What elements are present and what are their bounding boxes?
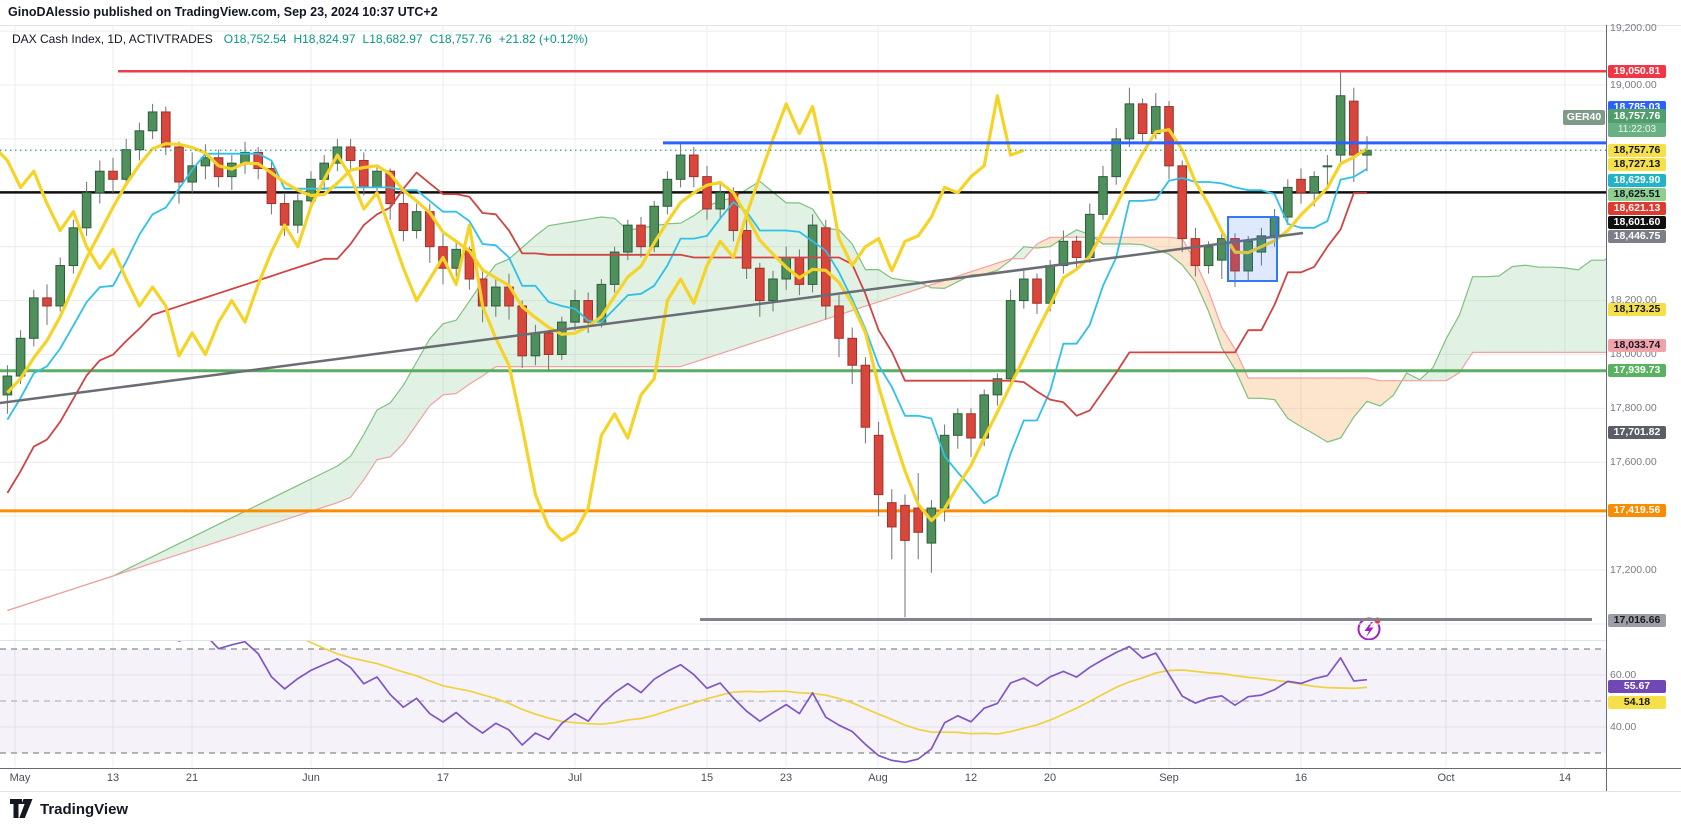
price-badge: 17,939.73 (1608, 364, 1666, 377)
time-axis-label: 12 (964, 772, 978, 784)
price-badge: 18,621.13 (1608, 202, 1666, 215)
price-badge: 19,050.81 (1608, 65, 1666, 78)
legend-high: H18,824.97 (293, 32, 356, 46)
last-price-value: 18,757.76 (1608, 109, 1666, 123)
time-axis-label: 13 (106, 772, 120, 784)
time-axis-label: Jul (567, 772, 583, 784)
price-badge: 17,701.82 (1608, 426, 1666, 439)
price-badge: 18,446.75 (1608, 230, 1666, 243)
price-axis-tick: 19,200.00 (1610, 22, 1657, 34)
legend-change: +21.82 (+0.12%) (498, 32, 589, 46)
price-badge: 17,419.56 (1608, 504, 1666, 517)
price-axis-tick: 17,200.00 (1610, 564, 1657, 576)
legend-symbol-title[interactable]: DAX Cash Index, 1D, ACTIVTRADES (12, 32, 213, 46)
price-scale-border (1606, 25, 1607, 791)
time-axis-label: 15 (700, 772, 714, 784)
legend-low: L18,682.97 (362, 32, 423, 46)
price-axis-tick: 40.00 (1610, 721, 1637, 733)
last-price-badge: 18,757.76 11:22:03 (1608, 109, 1666, 137)
symbol-legend[interactable]: DAX Cash Index, 1D, ACTIVTRADES O18,752.5… (12, 32, 588, 46)
frame-bottom-divider (0, 791, 1681, 792)
tradingview-brand-text: TradingView (40, 800, 129, 818)
time-axis-border (0, 768, 1681, 769)
price-badge: 18,173.25 (1608, 303, 1666, 316)
publisher-attribution: GinoDAlessio published on TradingView.co… (8, 5, 438, 19)
frame-top-divider (0, 25, 1681, 26)
price-badge: 55.67 (1608, 680, 1666, 693)
time-axis-label: Jun (302, 772, 320, 784)
pane-divider[interactable] (0, 640, 1606, 641)
price-badge: 18,601.60 (1608, 216, 1666, 229)
bar-close-countdown: 11:22:03 (1608, 123, 1666, 137)
price-badge: 18,625.51 (1608, 188, 1666, 201)
price-badge: 54.18 (1608, 696, 1666, 709)
price-badge: 18,629.90 (1608, 174, 1666, 187)
price-axis-tick: 17,800.00 (1610, 402, 1657, 414)
legend-open: O18,752.54 (223, 32, 287, 46)
symbol-name-badge: GER40 (1563, 110, 1605, 125)
price-axis-tick: 19,000.00 (1610, 79, 1657, 91)
tradingview-footer[interactable]: TradingView (10, 799, 128, 819)
time-axis-label: 16 (1294, 772, 1308, 784)
time-axis-label: Aug (868, 772, 888, 784)
price-axis-tick: 17,600.00 (1610, 456, 1657, 468)
time-axis-label: Sep (1159, 772, 1179, 784)
price-badge: 18,757.76 (1608, 144, 1666, 157)
time-axis-label: May (9, 772, 31, 784)
time-axis-label: 23 (779, 772, 793, 784)
price-badge: 17,016.66 (1608, 614, 1666, 627)
legend-close: C18,757.76 (429, 32, 492, 46)
time-axis-label: Oct (1437, 772, 1455, 784)
price-axis-tick: 60.00 (1610, 669, 1637, 681)
tradingview-logo-icon (10, 799, 33, 818)
price-badge: 18,727.13 (1608, 158, 1666, 171)
time-axis-label: 21 (185, 772, 199, 784)
time-axis-label: 20 (1043, 772, 1057, 784)
price-badge: 18,033.74 (1608, 339, 1666, 352)
time-axis-label: 14 (1558, 772, 1572, 784)
time-axis-label: 17 (436, 772, 450, 784)
